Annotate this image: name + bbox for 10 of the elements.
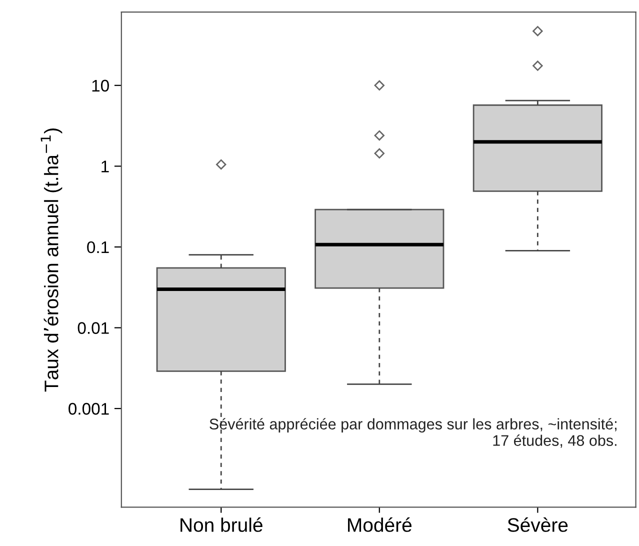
- x-tick-label: Non brulé: [180, 517, 262, 532]
- y-tick-label: 0.001: [68, 402, 109, 415]
- x-tick-label: Sévère: [508, 517, 568, 532]
- x-tick-label: Modéré: [348, 517, 412, 532]
- y-tick-label: 1: [102, 160, 109, 172]
- y-axis-title: Taux d’érosion annuel (t.ha$^{−1}$): [40, 128, 62, 392]
- annotation: Sévérité appréciée par dommages sur les arbres, ~intensité; 17 études, 48 obs.: [210, 418, 616, 448]
- y-tick-label: 10: [92, 80, 109, 92]
- y-tick-label: 0.1: [87, 241, 109, 254]
- y-tick-label: 0.01: [78, 322, 109, 334]
